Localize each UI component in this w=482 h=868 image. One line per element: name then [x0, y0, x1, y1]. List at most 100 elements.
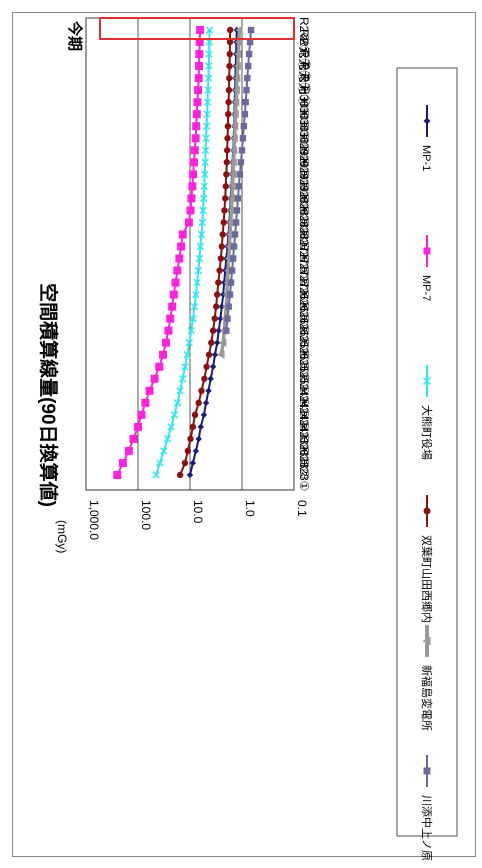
data-point — [200, 182, 209, 191]
data-point — [141, 398, 150, 407]
x-tick-label: H30③ — [297, 98, 311, 131]
data-point — [164, 326, 173, 335]
data-point — [244, 74, 251, 82]
data-point — [240, 123, 248, 130]
x-tick-label: H29② — [297, 158, 311, 191]
x-tick-label: H28③ — [297, 194, 311, 227]
data-point — [222, 195, 229, 202]
y-tick-label: 100.0 — [139, 500, 153, 530]
y-tick-label: 10.0 — [191, 500, 205, 524]
data-point — [190, 146, 199, 155]
x-tick-label: H26③ — [297, 290, 311, 323]
x-tick-label: R元④ — [297, 38, 311, 71]
data-point — [189, 314, 197, 323]
x-tick-label: H23③ — [297, 435, 311, 468]
data-point — [202, 134, 210, 142]
x-tick-label: H23① — [297, 459, 311, 492]
current-period-highlight — [99, 17, 295, 40]
data-point — [229, 255, 237, 262]
data-point — [193, 98, 202, 107]
legend-label: MP-7 — [420, 275, 432, 301]
data-point — [186, 206, 195, 215]
data-point — [205, 387, 212, 395]
data-point — [178, 375, 187, 383]
data-point — [124, 446, 133, 455]
data-point — [175, 254, 184, 263]
data-point — [195, 62, 204, 71]
data-point — [191, 134, 200, 143]
data-point — [225, 230, 234, 239]
data-point — [192, 290, 200, 299]
data-point — [222, 183, 229, 190]
data-point — [204, 74, 213, 82]
data-point — [235, 25, 243, 35]
data-point — [422, 376, 432, 386]
x-tick-label: H27③ — [297, 242, 311, 275]
data-point — [218, 338, 227, 347]
data-point — [229, 158, 237, 167]
data-point — [185, 338, 194, 347]
data-point — [173, 399, 182, 407]
data-point — [202, 399, 210, 407]
data-point — [190, 302, 199, 311]
x-tick-label: H30④ — [297, 86, 311, 119]
data-point — [213, 339, 221, 346]
data-point — [242, 98, 249, 106]
x-tick-label: H23④ — [297, 423, 311, 456]
data-point — [201, 146, 210, 155]
x-tick-label: H24① — [297, 411, 311, 444]
data-point — [225, 86, 233, 94]
legend-label: 川添中上ノ原 — [420, 795, 434, 861]
x-tick-label: H26② — [297, 302, 311, 335]
y-tick-label: 0.1 — [295, 500, 309, 517]
x-tick-label: H25③ — [297, 338, 311, 371]
x-tick-label: H29④ — [297, 134, 311, 167]
data-point — [227, 279, 235, 286]
data-point — [231, 97, 240, 107]
x-tick-label: H24③ — [297, 386, 311, 419]
data-point — [156, 459, 164, 467]
legend-entry: MP-1 — [420, 105, 432, 171]
data-point — [212, 303, 220, 310]
data-point — [205, 351, 213, 358]
data-point — [183, 350, 191, 359]
data-point — [166, 314, 175, 323]
data-point — [201, 158, 209, 167]
data-point — [176, 387, 184, 395]
data-point — [423, 117, 431, 125]
data-point — [245, 50, 253, 58]
x-tick-label: H27④ — [297, 230, 311, 263]
data-point — [239, 135, 247, 142]
data-point — [189, 158, 198, 167]
data-point — [213, 291, 221, 298]
data-point — [205, 26, 214, 34]
data-point — [226, 50, 233, 58]
data-point — [225, 242, 233, 251]
data-point — [246, 38, 254, 46]
series-川添中上ノ原 — [223, 26, 255, 334]
data-point — [192, 122, 201, 131]
legend-entry: 双葉町山田西郷内 — [420, 495, 434, 623]
x-tick-label: H24④ — [297, 374, 311, 407]
data-point — [221, 207, 228, 214]
x-tick-label: H28① — [297, 218, 311, 251]
data-point — [203, 110, 211, 118]
data-point — [224, 123, 232, 130]
data-point — [233, 207, 241, 214]
data-point — [231, 109, 239, 119]
data-point — [211, 315, 218, 322]
x-tick-label: H27① — [297, 266, 311, 299]
data-point — [236, 171, 244, 178]
x-tick-label: H30① — [297, 122, 311, 155]
x-tick-label: H25④ — [297, 326, 311, 359]
data-point — [228, 267, 236, 274]
legend-label: 新福島変電所 — [420, 665, 434, 731]
data-point — [113, 471, 122, 479]
data-point — [171, 278, 180, 287]
x-tick-label: H23② — [297, 447, 311, 480]
data-point — [200, 411, 208, 419]
legend-label: MP-1 — [420, 145, 432, 171]
data-point — [232, 73, 241, 83]
data-point — [168, 302, 177, 311]
